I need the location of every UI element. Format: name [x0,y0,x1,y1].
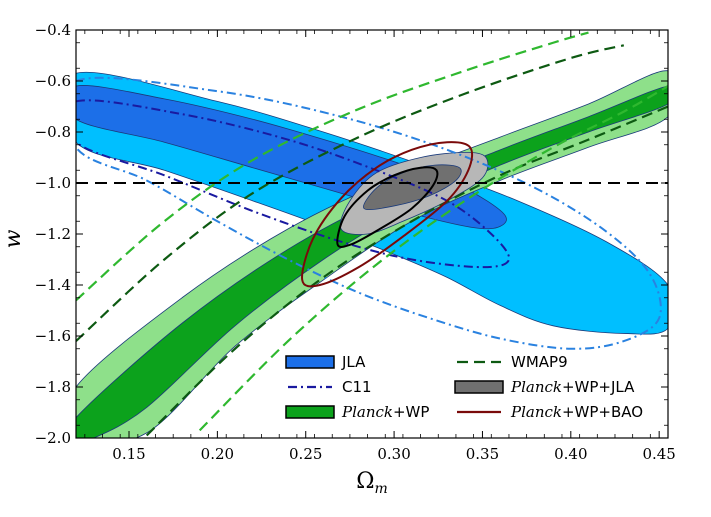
legend-swatch-planck-wp-jla [454,380,504,394]
y-tick-label: −1.0 [35,174,71,192]
legend-label-planck-wp: Planck+WP [341,403,429,421]
y-tick-label: −1.4 [35,276,71,294]
legend-label-part: Planck [341,403,393,421]
legend-item-planck-wp-jla: Planck+WP+JLA [454,378,635,396]
y-tick-label: −1.6 [35,327,71,345]
x-tick-label: 0.45 [642,445,675,463]
y-tick-label: −0.6 [35,72,71,90]
y-tick-label: −1.8 [35,378,71,396]
legend-label-planck-wp-jla: Planck+WP+JLA [510,378,635,396]
y-tick-label: −1.2 [35,225,71,243]
x-axis-label: Ωm [356,469,388,497]
legend-item-planck-wp: Planck+WP [285,403,429,421]
legend-swatch-jla [285,355,335,369]
tick-layer: 0.15 0.20 0.25 0.30 0.35 0.40 0.45 −0.4 −0.6 −0.8… [35,21,676,463]
legend-label-c11: C11 [342,378,372,396]
wmap9-2sigma-curve-3 [76,31,589,302]
legend-label-jla: JLA [341,353,366,371]
legend-item-jla: JLA [285,353,366,371]
x-tick-label: 0.35 [466,445,499,463]
wmap9-2sigma-curve-4 [198,85,668,432]
legend-label-part: Planck [510,378,562,396]
x-axis-label-main: Ω [356,469,374,494]
legend: JLAC11Planck+WPWMAP9Planck+WP+JLAPlanck+… [285,353,643,421]
legend-item-c11: C11 [288,378,372,396]
planck-wp-2sigma-contour [76,70,668,438]
contour-fill-layer [76,70,668,438]
legend-label-part: C11 [342,378,372,396]
c11-2sigma-contour [76,76,662,350]
c11-1sigma-contour [76,99,511,269]
y-tick-label: −2.0 [35,429,71,447]
legend-label-wmap9: WMAP9 [511,353,568,371]
wmap9-1sigma-curve-1 [76,44,625,342]
y-tick-label: −0.4 [35,21,71,39]
planck-wp-bao-2sigma-contour [301,141,474,288]
x-tick-label: 0.40 [554,445,587,463]
x-tick-label: 0.25 [289,445,322,463]
x-tick-label: 0.30 [377,445,410,463]
legend-swatch-planck-wp [285,405,335,419]
x-axis-label-sub: m [374,481,387,497]
y-tick-label: −0.8 [35,123,71,141]
contour-line-layer [76,31,668,437]
legend-item-wmap9: WMAP9 [457,353,568,371]
legend-item-planck-wp-bao: Planck+WP+BAO [457,403,643,421]
wmap9-1sigma-curve-2 [145,105,668,437]
y-axis-label: w [1,229,26,248]
x-tick-label: 0.15 [112,445,145,463]
planck-wp-1sigma-contour [76,85,668,438]
legend-label-part: JLA [341,353,366,371]
legend-label-part: +WP [393,403,429,421]
legend-label-part: +WP+JLA [562,378,635,396]
legend-label-planck-wp-bao: Planck+WP+BAO [510,403,643,421]
legend-label-part: +WP+BAO [562,403,643,421]
legend-label-part: WMAP9 [511,353,568,371]
x-tick-label: 0.20 [201,445,234,463]
legend-label-part: Planck [510,403,562,421]
planck-wp-bao-1sigma-contour [336,166,439,248]
